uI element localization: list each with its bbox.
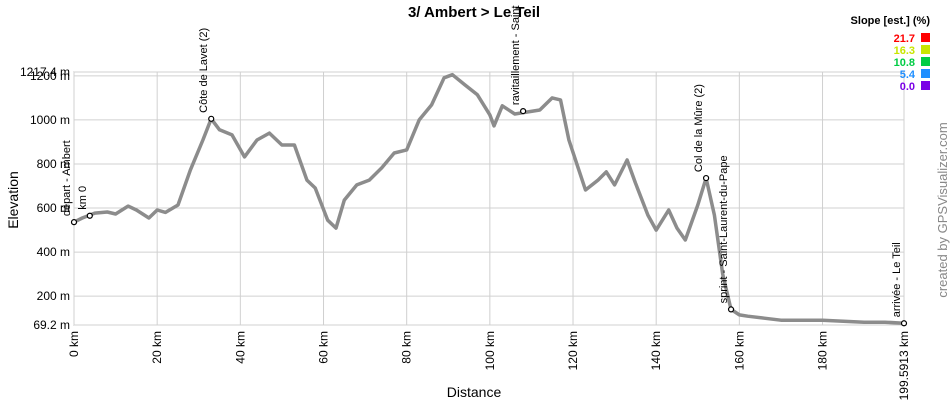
- legend-swatch: [921, 69, 930, 78]
- waypoint-label: Côte de Lavet (2): [198, 28, 210, 113]
- waypoint-marker: [70, 219, 78, 226]
- waypoint-marker: [727, 306, 735, 313]
- waypoint-label: km 0: [77, 186, 89, 210]
- x-tick-label: 60 km: [317, 331, 331, 364]
- x-tick-label: 80 km: [400, 331, 414, 364]
- x-tick-label: 0 km: [67, 331, 81, 357]
- y-tick-label: 200 m: [37, 289, 70, 303]
- watermark: created by GPSVisualizer.com: [935, 122, 950, 297]
- y-tick-label: 400 m: [37, 245, 70, 259]
- x-tick-label: 199.5913 km: [897, 331, 911, 400]
- y-tick-label: 69.2 m: [33, 318, 70, 332]
- legend-swatch: [921, 81, 930, 90]
- waypoint-label: Col de la Mûre (2): [693, 84, 705, 172]
- y-tick-label: 1000 m: [30, 113, 70, 127]
- y-tick-label: 600 m: [37, 201, 70, 215]
- waypoint-marker: [900, 320, 908, 327]
- x-tick-label: 40 km: [233, 331, 247, 364]
- x-tick-label: 180 km: [816, 331, 830, 370]
- y-tick-label: 1200 m: [30, 69, 70, 83]
- waypoint-label: sprint - Saint-Laurent-du-Pape: [718, 155, 730, 303]
- waypoint-label: départ - Ambert: [61, 140, 73, 216]
- legend-label: 0.0: [900, 81, 915, 93]
- legend-label: 5.4: [900, 69, 916, 81]
- y-axis-title: Elevation: [5, 171, 21, 229]
- legend-label: 21.7: [894, 33, 915, 45]
- legend-label: 10.8: [894, 57, 915, 69]
- legend-swatch: [921, 45, 930, 54]
- legend-swatch: [921, 57, 930, 66]
- legend-label: 16.3: [894, 45, 915, 57]
- waypoint-label: ravitaillement - Saint: [510, 5, 522, 105]
- waypoint-marker: [208, 115, 215, 122]
- x-axis-title: Distance: [447, 384, 502, 400]
- y-tick-label: 1217.4 m: [20, 65, 70, 79]
- waypoint-marker: [86, 212, 93, 219]
- x-tick-label: 160 km: [732, 331, 746, 370]
- elevation-line: [73, 72, 905, 326]
- x-tick-label: 140 km: [649, 331, 663, 370]
- waypoint-label: arrivée - Le Teil: [891, 242, 903, 317]
- y-tick-label: 800 m: [37, 157, 70, 171]
- x-tick-label: 120 km: [566, 331, 580, 370]
- x-tick-label: 100 km: [483, 331, 497, 370]
- waypoint-marker: [520, 107, 527, 115]
- legend-title: Slope [est.] (%): [851, 15, 931, 27]
- chart-title: 3/ Ambert > Le Teil: [408, 4, 540, 21]
- x-tick-label: 20 km: [150, 331, 164, 364]
- legend-swatch: [921, 33, 930, 42]
- waypoint-marker: [702, 174, 710, 182]
